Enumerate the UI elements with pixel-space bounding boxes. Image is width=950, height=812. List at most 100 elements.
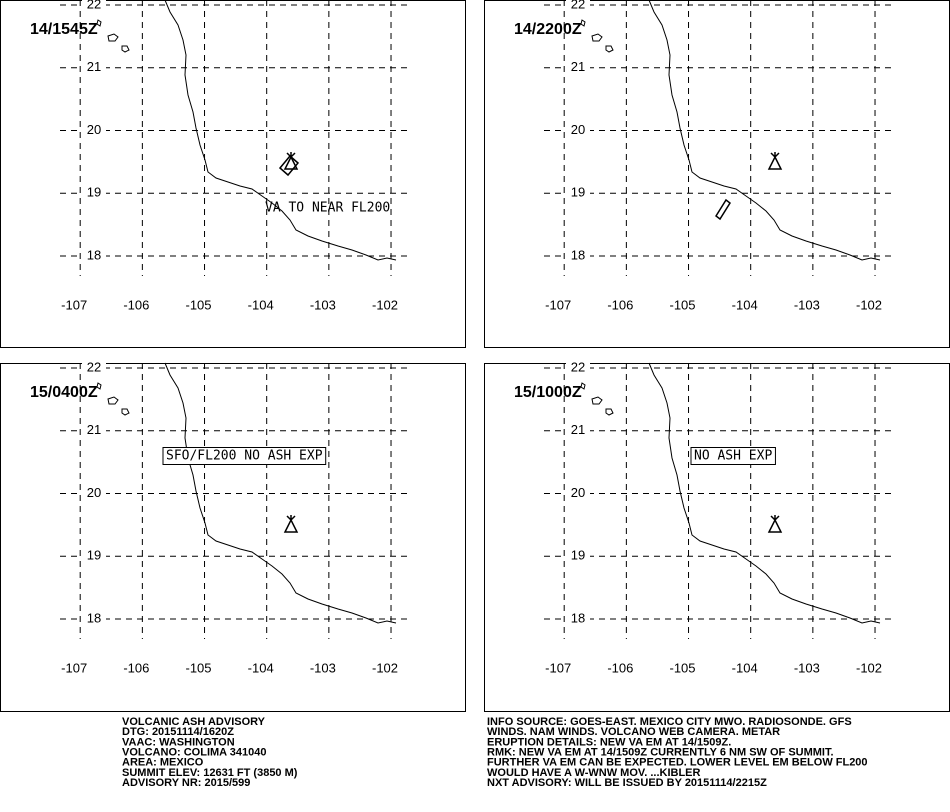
tick-label-bg xyxy=(82,423,106,438)
tick-label-bg xyxy=(566,612,590,627)
ash-annotation: NO ASH EXP xyxy=(694,449,772,464)
y-tick-label: 19 xyxy=(87,185,101,200)
tick-label-bg xyxy=(82,186,106,201)
y-tick-label: 20 xyxy=(571,485,585,500)
advisory-line: AREA: MEXICO xyxy=(122,757,204,769)
advisory-line: WOULD HAVE A W-WNW MOV. ...KIBLER xyxy=(487,767,701,779)
tick-label-bg xyxy=(566,486,590,501)
x-tick-label: -106 xyxy=(123,660,149,675)
coastline xyxy=(164,362,397,624)
coastline xyxy=(164,0,397,261)
x-tick-label: -104 xyxy=(732,297,758,312)
tick-label-bg xyxy=(82,0,106,13)
tick-label-bg xyxy=(82,361,106,376)
tick-label-bg xyxy=(566,249,590,264)
tick-label-bg xyxy=(82,549,106,564)
y-tick-label: 18 xyxy=(87,610,101,625)
tick-label-bg xyxy=(566,186,590,201)
y-tick-label: 18 xyxy=(571,247,585,262)
annotation-box xyxy=(690,447,776,465)
x-tick-label: -105 xyxy=(670,660,696,675)
y-tick-label: 22 xyxy=(571,0,585,11)
x-tick-label: -105 xyxy=(670,297,696,312)
map-panel: -107 -106 -105 -104 -103 -102 18 19 20 21 22 14/154… xyxy=(0,0,466,348)
ash-area xyxy=(714,198,732,221)
advisory-line: INFO SOURCE: GOES-EAST. MEXICO CITY MWO.… xyxy=(487,716,852,728)
advisory-line: VAAC: WASHINGTON xyxy=(122,736,235,748)
island xyxy=(591,33,603,42)
island xyxy=(107,33,119,42)
island xyxy=(107,396,119,405)
x-tick-label: -106 xyxy=(607,660,633,675)
x-tick-label: -103 xyxy=(310,660,336,675)
x-tick-label: -103 xyxy=(794,297,820,312)
island xyxy=(96,19,102,27)
y-tick-label: 21 xyxy=(571,422,585,437)
panel-time-label: 15/1000Z xyxy=(514,384,582,401)
tick-label-bg xyxy=(82,486,106,501)
advisory-line: ERUPTION DETAILS: NEW VA EM AT 14/1509Z. xyxy=(487,736,731,748)
panel-frame xyxy=(484,363,950,712)
tick-label-bg xyxy=(82,612,106,627)
ash-annotation: SFO/FL200 NO ASH EXP xyxy=(166,449,323,464)
advisory-line: DTG: 20151114/1620Z xyxy=(122,726,234,738)
ash-area xyxy=(278,154,300,177)
x-tick-label: -102 xyxy=(372,660,398,675)
y-tick-label: 19 xyxy=(87,548,101,563)
advisory-line: VOLCANO: COLIMA 341040 xyxy=(122,747,266,759)
x-tick-label: -103 xyxy=(310,297,336,312)
tick-label-bg xyxy=(566,0,590,13)
island xyxy=(96,382,102,390)
island xyxy=(580,19,586,27)
y-tick-label: 18 xyxy=(571,610,585,625)
tick-label-bg xyxy=(566,549,590,564)
x-tick-label: -102 xyxy=(856,660,882,675)
panel-frame xyxy=(0,363,466,712)
island xyxy=(121,408,130,416)
advisory-line: RMK: NEW VA EM AT 14/1509Z CURRENTLY 6 N… xyxy=(487,747,834,759)
x-tick-label: -105 xyxy=(186,297,212,312)
ash-annotation: VA TO NEAR FL200 xyxy=(265,201,390,216)
volcano-symbol xyxy=(767,515,783,533)
x-tick-label: -105 xyxy=(186,660,212,675)
volcano-symbol xyxy=(767,152,783,170)
x-tick-label: -107 xyxy=(61,297,87,312)
y-tick-label: 22 xyxy=(87,0,101,11)
tick-label-bg xyxy=(566,423,590,438)
y-tick-label: 20 xyxy=(571,122,585,137)
tick-label-bg xyxy=(566,123,590,138)
tick-label-bg xyxy=(82,249,106,264)
x-tick-label: -107 xyxy=(545,660,571,675)
x-tick-label: -102 xyxy=(856,297,882,312)
tick-label-bg xyxy=(566,60,590,75)
y-tick-label: 22 xyxy=(87,359,101,374)
tick-label-bg xyxy=(82,60,106,75)
y-tick-label: 21 xyxy=(87,59,101,74)
coastline xyxy=(648,362,881,624)
island xyxy=(605,408,614,416)
y-tick-label: 20 xyxy=(87,122,101,137)
x-tick-label: -107 xyxy=(545,297,571,312)
advisory-line: FURTHER VA EM CAN BE EXPECTED. LOWER LEV… xyxy=(487,757,868,769)
annotation-box xyxy=(162,447,327,465)
advisory-line: WINDS. NAM WINDS. VOLCANO WEB CAMERA. ME… xyxy=(487,726,780,738)
y-tick-label: 21 xyxy=(87,422,101,437)
x-tick-label: -104 xyxy=(732,660,758,675)
island xyxy=(580,382,586,390)
map-panel: -107 -106 -105 -104 -103 -102 18 19 20 21 22 15/040… xyxy=(0,359,466,712)
y-tick-label: 19 xyxy=(571,548,585,563)
advisory-line: SUMMIT ELEV: 12631 FT (3850 M) xyxy=(122,767,298,779)
volcano-symbol xyxy=(283,515,299,533)
x-tick-label: -106 xyxy=(607,297,633,312)
coastline xyxy=(648,0,881,261)
y-tick-label: 18 xyxy=(87,247,101,262)
panel-frame xyxy=(484,0,950,348)
x-tick-label: -104 xyxy=(248,297,274,312)
advisory-line: VOLCANIC ASH ADVISORY xyxy=(122,716,266,728)
y-tick-label: 22 xyxy=(571,359,585,374)
y-tick-label: 19 xyxy=(571,185,585,200)
map-panel: -107 -106 -105 -104 -103 -102 18 19 20 21 22 14/220… xyxy=(484,0,950,348)
panel-time-label: 15/0400Z xyxy=(30,384,98,401)
